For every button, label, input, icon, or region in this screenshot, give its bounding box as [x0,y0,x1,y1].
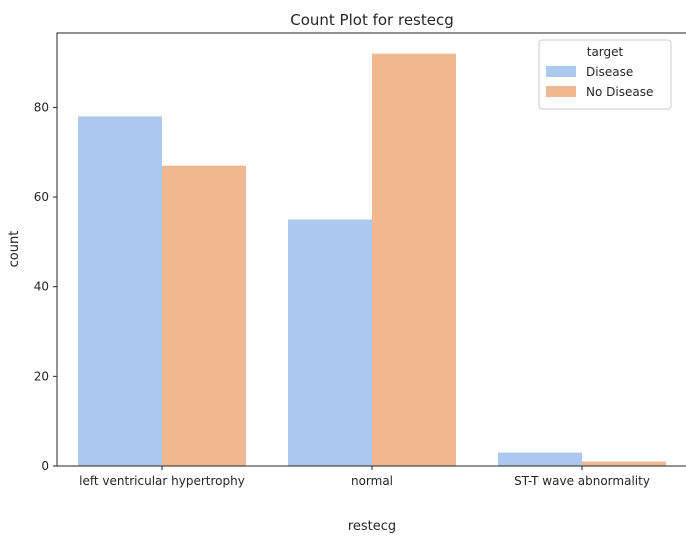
legend-swatch-no-disease [546,86,576,97]
legend-label: No Disease [586,85,653,99]
bar-disease-2 [498,452,582,466]
y-axis-label: count [7,231,22,268]
x-axis: left ventricular hypertrophy normal ST-T w… [79,466,650,488]
y-tick-label: 20 [34,369,49,383]
bar-no-disease-1 [372,53,456,466]
y-axis: 0 20 40 60 80 [34,100,57,473]
bar-disease-0 [78,116,162,466]
bar-no-disease-0 [162,165,246,467]
y-tick-label: 80 [34,100,49,114]
y-tick-label: 40 [34,280,49,294]
legend-label: Disease [586,65,633,79]
x-tick-label: ST-T wave abnormality [514,474,650,488]
x-tick-label: normal [351,474,393,488]
legend-title: target [587,45,624,59]
legend-swatch-disease [546,66,576,77]
bar-no-disease-2 [582,461,666,466]
bars-layer [78,53,666,467]
bar-disease-1 [288,219,372,466]
legend: target Disease No Disease [538,39,672,110]
chart-title: Count Plot for restecg [290,11,454,29]
legend-entries: Disease No Disease [546,65,653,99]
plot-frame [56,32,686,467]
x-tick-label: left ventricular hypertrophy [79,474,245,488]
y-tick-label: 60 [34,190,49,204]
y-tick-label: 0 [41,459,49,473]
x-axis-label: restecg [348,519,396,534]
